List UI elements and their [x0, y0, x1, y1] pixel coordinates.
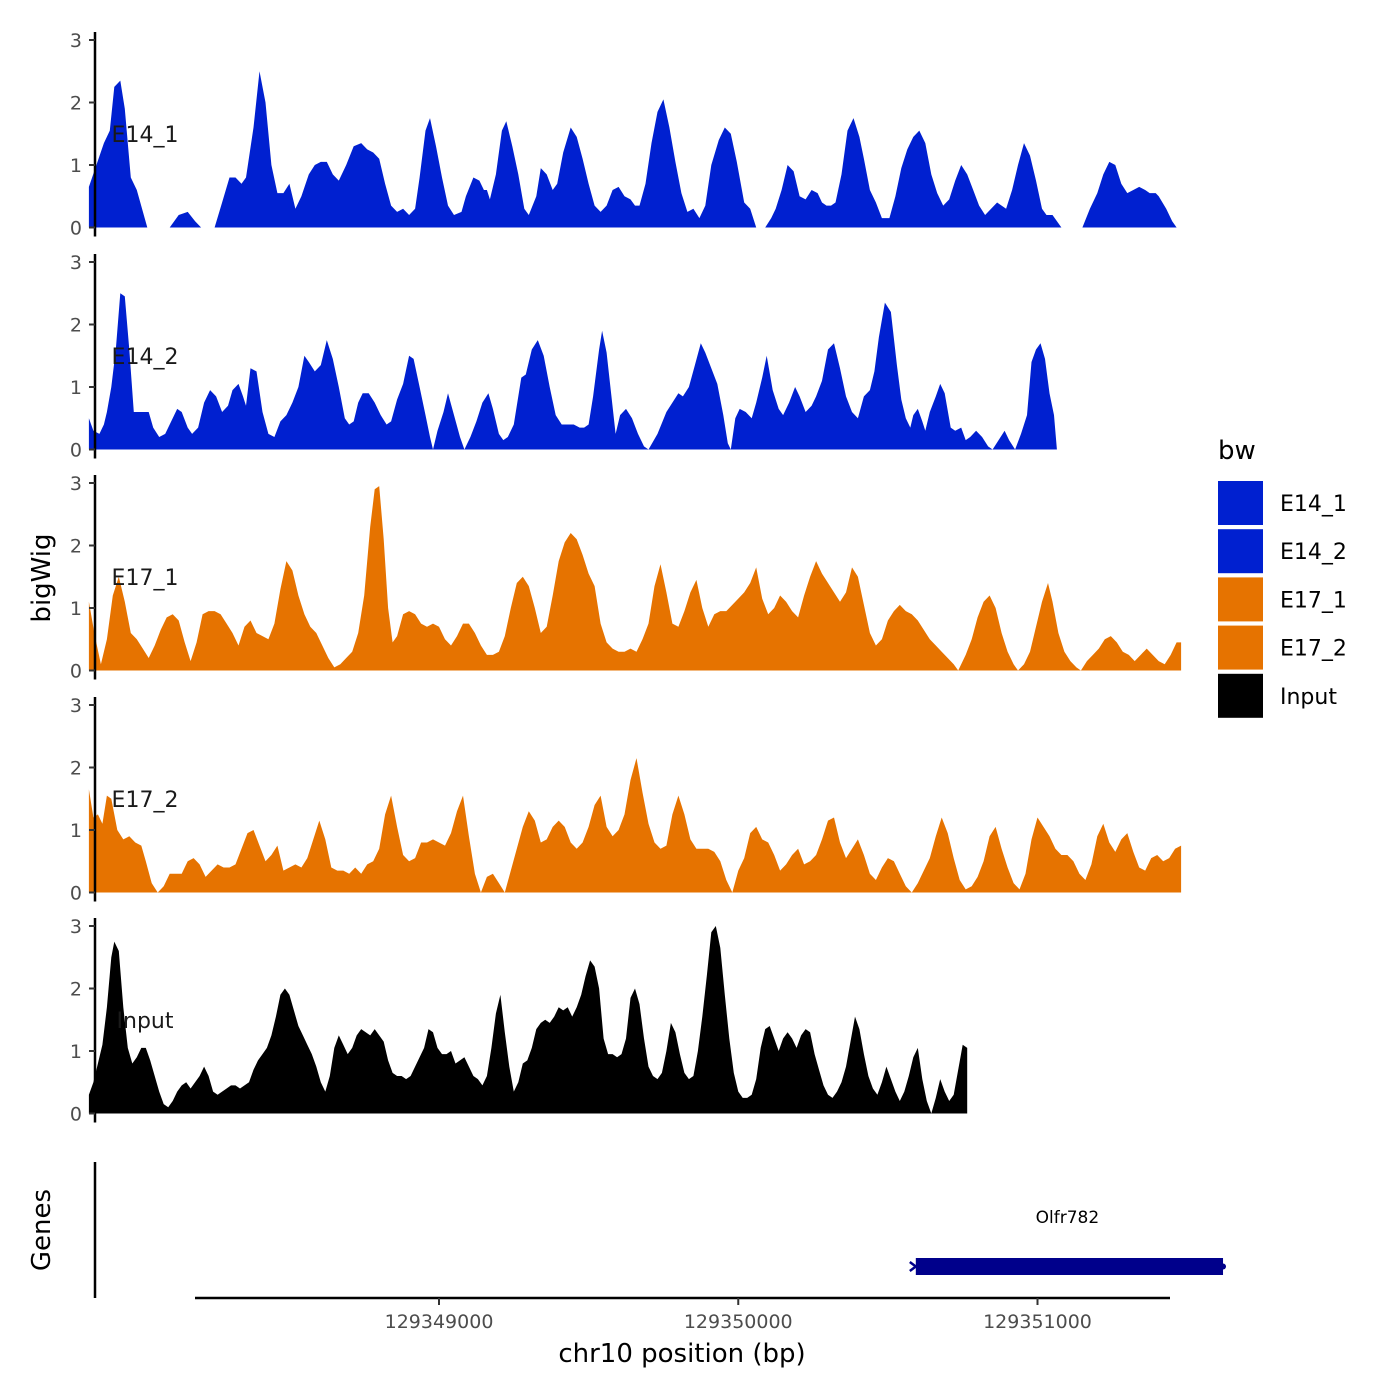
- y-tick-label-E17_2-0: 0: [70, 883, 82, 905]
- track-label-Input: Input: [117, 1009, 174, 1034]
- y-axis-title: bigWig: [27, 533, 57, 622]
- gene-track: Genes Olfr782: [27, 1162, 1227, 1298]
- legend-key-E14_1: [1218, 481, 1263, 525]
- y-tick-label-E14_1-2: 2: [70, 93, 82, 115]
- legend-label-E17_1: E17_1: [1280, 588, 1347, 613]
- legend-items: E14_1 E14_2 E17_1 E17_2 Input: [1218, 481, 1347, 718]
- area-E14_1: [88, 71, 1177, 228]
- y-tick-label-Input-1: 1: [70, 1041, 82, 1063]
- legend: bw E14_1 E14_2 E17_1 E17_2 Input: [1218, 436, 1347, 718]
- y-tick-label-E17_2-3: 3: [70, 695, 82, 717]
- gene-end-marker-Olfr782: [1220, 1263, 1227, 1270]
- x-axis-title: chr10 position (bp): [558, 1339, 805, 1369]
- x-tick-label-129349000: 129349000: [385, 1311, 494, 1333]
- y-tick-label-Input-2: 2: [70, 979, 82, 1001]
- legend-key-E17_2: [1218, 625, 1263, 670]
- y-tick-label-E17_2-1: 1: [70, 820, 82, 842]
- area-E14_2: [88, 293, 1057, 450]
- gene-strand-marker-Olfr782: [909, 1261, 918, 1272]
- track-Input: 0 1 2 3 Input: [70, 916, 968, 1126]
- area-E17_2: [88, 758, 1182, 893]
- track-E14_2: 0 1 2 3 E14_2: [70, 252, 1057, 462]
- y-tick-label-E14_1-0: 0: [70, 218, 82, 240]
- y-tick-label-Input-0: 0: [70, 1104, 82, 1126]
- track-label-E14_2: E14_2: [112, 345, 179, 370]
- x-axis: 129349000 129350000 129351000 chr10 positi…: [195, 1296, 1170, 1369]
- legend-key-E14_2: [1218, 529, 1263, 574]
- gene-body-Olfr782: [915, 1258, 1224, 1275]
- y-tick-label-E14_2-0: 0: [70, 440, 82, 462]
- genes-group: Olfr782: [909, 1208, 1227, 1275]
- track-E17_2: 0 1 2 3 E17_2: [70, 695, 1182, 905]
- tracks-group: 0 1 2 3 E14_1 0 1 2 3 E14_2 0 1 2 3 E17_1 0 1 2 3 E17_2 0 1 2 3…: [70, 30, 1182, 1126]
- track-E14_1: 0 1 2 3 E14_1: [70, 30, 1177, 240]
- track-label-E17_1: E17_1: [112, 566, 179, 591]
- y-tick-label-E17_1-3: 3: [70, 473, 82, 495]
- legend-label-Input: Input: [1280, 685, 1337, 710]
- y-tick-label-E17_1-2: 2: [70, 536, 82, 558]
- legend-label-E17_2: E17_2: [1280, 637, 1347, 662]
- track-E17_1: 0 1 2 3 E17_1: [70, 473, 1182, 683]
- y-tick-label-E14_2-3: 3: [70, 252, 82, 274]
- y-tick-label-E14_1-1: 1: [70, 155, 82, 177]
- legend-title: bw: [1218, 436, 1256, 466]
- y-tick-label-E17_1-0: 0: [70, 661, 82, 683]
- y-tick-label-E14_2-2: 2: [70, 315, 82, 337]
- legend-key-Input: [1218, 673, 1263, 718]
- y-tick-label-E17_2-2: 2: [70, 758, 82, 780]
- y-tick-label-Input-3: 3: [70, 916, 82, 938]
- legend-label-E14_1: E14_1: [1280, 492, 1347, 517]
- gene-track-label: Genes: [27, 1189, 57, 1271]
- legend-key-E17_1: [1218, 577, 1263, 622]
- gene-label-Olfr782: Olfr782: [1036, 1208, 1100, 1228]
- area-Input: [88, 926, 968, 1114]
- track-label-E14_1: E14_1: [112, 123, 179, 148]
- x-tick-label-129351000: 129351000: [983, 1311, 1092, 1333]
- legend-label-E14_2: E14_2: [1280, 540, 1347, 565]
- y-tick-label-E14_2-1: 1: [70, 377, 82, 399]
- y-tick-label-E17_1-1: 1: [70, 598, 82, 620]
- area-E17_1: [88, 486, 1182, 671]
- track-label-E17_2: E17_2: [112, 788, 179, 813]
- y-tick-label-E14_1-3: 3: [70, 30, 82, 52]
- x-ticks-group: 129349000 129350000 129351000: [385, 1298, 1092, 1333]
- x-tick-label-129350000: 129350000: [684, 1311, 793, 1333]
